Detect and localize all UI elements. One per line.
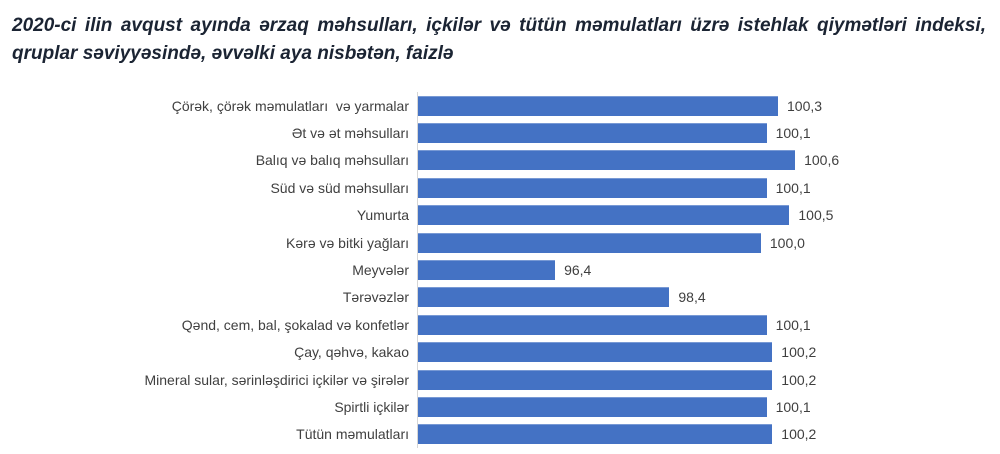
value-label: 100,0 <box>769 234 805 251</box>
bar-track: 100,1 <box>418 311 1000 338</box>
value-label: 100,2 <box>781 344 817 361</box>
bar-row: Tərəvəzlər 98,4 <box>0 284 1000 311</box>
category-label: Spirtli içkilər <box>334 398 409 415</box>
bar-rows: Çörək, çörək məmulatları və yarmalar 100,… <box>0 92 1000 448</box>
category-label: Balıq və balıq məhsulları <box>255 152 409 169</box>
bar <box>418 123 767 144</box>
bar-row: Süd və süd məhsulları 100,1 <box>0 174 1000 201</box>
bar-row: Kərə və bitki yağları 100,0 <box>0 229 1000 256</box>
category-label: Süd və süd məhsulları <box>270 179 409 196</box>
value-label: 100,1 <box>775 179 811 196</box>
category-label: Tütün məmulatları <box>296 426 409 443</box>
bar-track: 100,1 <box>418 119 1000 146</box>
category-label: Yumurta <box>356 207 409 224</box>
bar-row: Çörək, çörək məmulatları və yarmalar 100,… <box>0 92 1000 119</box>
bar-track: 100,2 <box>418 339 1000 366</box>
value-label: 100,1 <box>775 316 811 333</box>
bar-row: Meyvələr 96,4 <box>0 256 1000 283</box>
category-label: Çay, qəhvə, kakao <box>294 344 409 361</box>
bar-track: 100,5 <box>418 202 1000 229</box>
bar-track: 100,2 <box>418 366 1000 393</box>
bar <box>418 369 773 390</box>
bar-row: Balıq və balıq məhsulları 100,6 <box>0 147 1000 174</box>
bar-track: 98,4 <box>418 284 1000 311</box>
category-label: Kərə və bitki yağları <box>286 234 409 251</box>
value-label: 100,6 <box>804 152 840 169</box>
bar <box>418 424 773 445</box>
category-label: Tərəvəzlər <box>342 289 409 306</box>
bar-row: Mineral sular, sərinləşdirici içkilər və… <box>0 366 1000 393</box>
bar <box>418 177 767 198</box>
bar-row: Tütün məmulatları 100,2 <box>0 421 1000 448</box>
value-label: 100,1 <box>775 398 811 415</box>
bar-row: Yumurta 100,5 <box>0 202 1000 229</box>
bar <box>418 396 767 417</box>
bar-row: Qənd, cem, bal, şokalad və konfetlər 100,… <box>0 311 1000 338</box>
category-axis-line <box>417 92 418 448</box>
bar <box>418 205 790 226</box>
bar <box>418 287 670 308</box>
bar <box>418 314 767 335</box>
bar <box>418 342 773 363</box>
bar-track: 100,0 <box>418 229 1000 256</box>
category-label: Çörək, çörək məmulatları və yarmalar <box>171 97 409 114</box>
bar-track: 96,4 <box>418 256 1000 283</box>
bar-track: 100,6 <box>418 147 1000 174</box>
bar-track: 100,3 <box>418 92 1000 119</box>
category-label: Meyvələr <box>352 262 409 279</box>
bar <box>418 150 796 171</box>
value-label: 100,3 <box>787 97 823 114</box>
value-label: 98,4 <box>678 289 706 306</box>
value-label: 100,1 <box>775 125 811 142</box>
bar-row: Ət və ət məhsulları 100,1 <box>0 119 1000 146</box>
value-label: 100,5 <box>798 207 834 224</box>
category-label: Ət və ət məhsulları <box>291 125 409 142</box>
bar-row: Spirtli içkilər 100,1 <box>0 393 1000 420</box>
bar <box>418 95 778 116</box>
value-label: 100,2 <box>781 426 817 443</box>
bar <box>418 232 761 253</box>
bar-track: 100,1 <box>418 393 1000 420</box>
bar-row: Çay, qəhvə, kakao 100,2 <box>0 339 1000 366</box>
category-label: Mineral sular, sərinləşdirici içkilər və… <box>144 371 409 388</box>
bar <box>418 260 556 281</box>
category-label: Qənd, cem, bal, şokalad və konfetlər <box>181 316 409 333</box>
bar-track: 100,1 <box>418 174 1000 201</box>
chart-title: 2020-ci ilin avqust ayında ərzaq məhsull… <box>12 15 986 64</box>
value-label: 96,4 <box>564 262 592 279</box>
bar-chart: Çörək, çörək məmulatları və yarmalar 100,… <box>0 92 1000 448</box>
bar-track: 100,2 <box>418 421 1000 448</box>
value-label: 100,2 <box>781 371 817 388</box>
